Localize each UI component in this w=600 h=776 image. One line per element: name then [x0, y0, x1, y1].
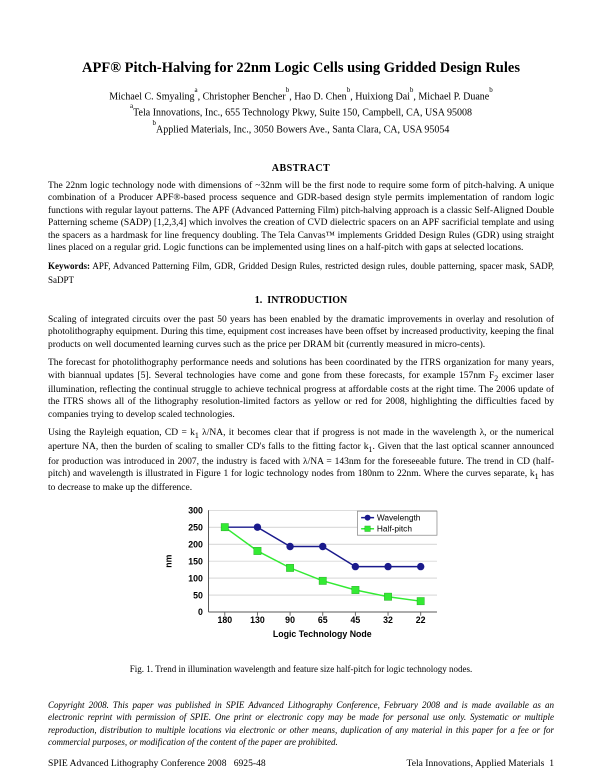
svg-text:32: 32: [383, 615, 393, 625]
svg-text:150: 150: [188, 556, 203, 566]
svg-text:90: 90: [285, 615, 295, 625]
svg-text:65: 65: [318, 615, 328, 625]
svg-text:200: 200: [188, 539, 203, 549]
svg-text:22: 22: [416, 615, 426, 625]
svg-text:nm: nm: [164, 554, 174, 567]
svg-text:100: 100: [188, 573, 203, 583]
svg-text:180: 180: [217, 615, 232, 625]
svg-text:250: 250: [188, 522, 203, 532]
svg-text:45: 45: [351, 615, 361, 625]
svg-text:300: 300: [188, 505, 203, 515]
svg-text:0: 0: [198, 607, 203, 617]
svg-text:Logic Technology Node: Logic Technology Node: [273, 629, 372, 639]
svg-text:Half-pitch: Half-pitch: [377, 523, 412, 533]
svg-text:50: 50: [193, 590, 203, 600]
svg-text:130: 130: [250, 615, 265, 625]
svg-text:Wavelength: Wavelength: [377, 512, 421, 522]
